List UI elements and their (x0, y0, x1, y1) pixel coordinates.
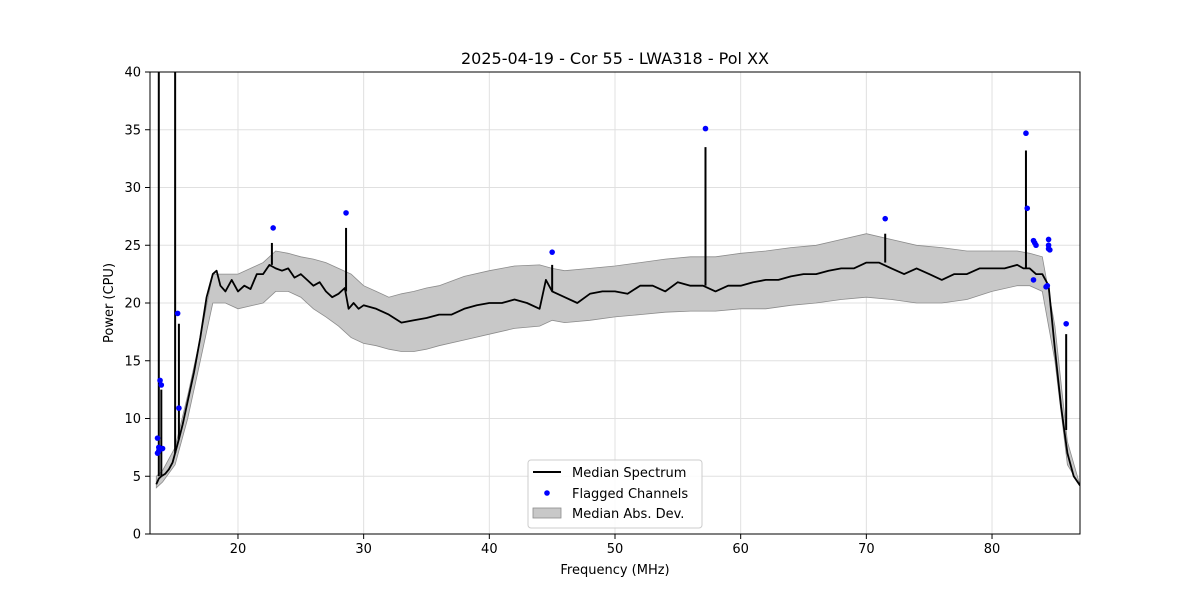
x-tick-label: 50 (607, 542, 624, 557)
flagged-channel-point (1047, 247, 1053, 253)
flagged-channel-point (1033, 242, 1039, 249)
chart-title: 2025-04-19 - Cor 55 - LWA318 - Pol XX (461, 49, 769, 68)
y-tick-label: 15 (124, 354, 141, 369)
y-tick-label: 40 (124, 66, 141, 81)
flagged-channel-point (157, 377, 163, 384)
flagged-channel-point (549, 249, 555, 255)
flagged-channel-point (154, 435, 161, 441)
flagged-channel-point (158, 382, 165, 388)
flagged-channel-point (702, 125, 709, 132)
legend-box (527, 459, 703, 529)
y-tick-label: 35 (124, 123, 141, 138)
x-axis-ticks: 20 30 40 50 60 70 80 (230, 534, 1001, 557)
flagged-channel-point (155, 448, 162, 454)
y-tick-label: 0 (133, 528, 141, 543)
y-tick-label: 5 (133, 470, 141, 485)
legend-median-label: Median Spectrum (572, 466, 686, 481)
y-tick-label: 30 (124, 181, 141, 196)
x-axis-label: Frequency (MHz) (560, 563, 669, 578)
x-tick-label: 70 (858, 542, 875, 557)
median-line-layer (155, 72, 1080, 487)
flagged-channel-point (270, 225, 276, 231)
median-spectrum-line (155, 261, 1080, 487)
flagged-channel-point (174, 310, 181, 317)
flagged-channel-point (1044, 282, 1051, 289)
flagged-channel-point (176, 405, 182, 411)
flagged-channel-point (1063, 320, 1069, 327)
x-tick-label: 20 (230, 542, 247, 557)
flagged-channel-point (1023, 130, 1029, 137)
legend-flagged-swatch (544, 490, 550, 496)
x-tick-label: 60 (732, 542, 749, 557)
legend-mad-swatch (532, 507, 562, 519)
x-tick-label: 30 (355, 542, 372, 557)
flagged-channel-point (1024, 205, 1031, 212)
y-axis-ticks: 0 5 10 15 20 25 30 35 40 (124, 66, 150, 543)
flagged-channel-point (882, 215, 889, 222)
y-axis-label: Power (CPU) (102, 263, 117, 343)
y-tick-label: 25 (124, 239, 141, 254)
flagged-channel-point (343, 210, 349, 216)
legend-flagged-label: Flagged Channels (572, 487, 688, 502)
flagged-channel-point (1045, 236, 1052, 243)
y-tick-label: 20 (124, 297, 141, 312)
flagged-points-layer (154, 125, 1069, 456)
x-tick-label: 80 (984, 542, 1001, 557)
x-tick-label: 40 (481, 542, 498, 557)
legend: Median Spectrum Flagged Channels Median … (527, 459, 703, 529)
legend-mad-label: Median Abs. Dev. (572, 507, 684, 522)
flagged-channel-point (1030, 277, 1037, 283)
y-tick-label: 10 (124, 412, 141, 427)
